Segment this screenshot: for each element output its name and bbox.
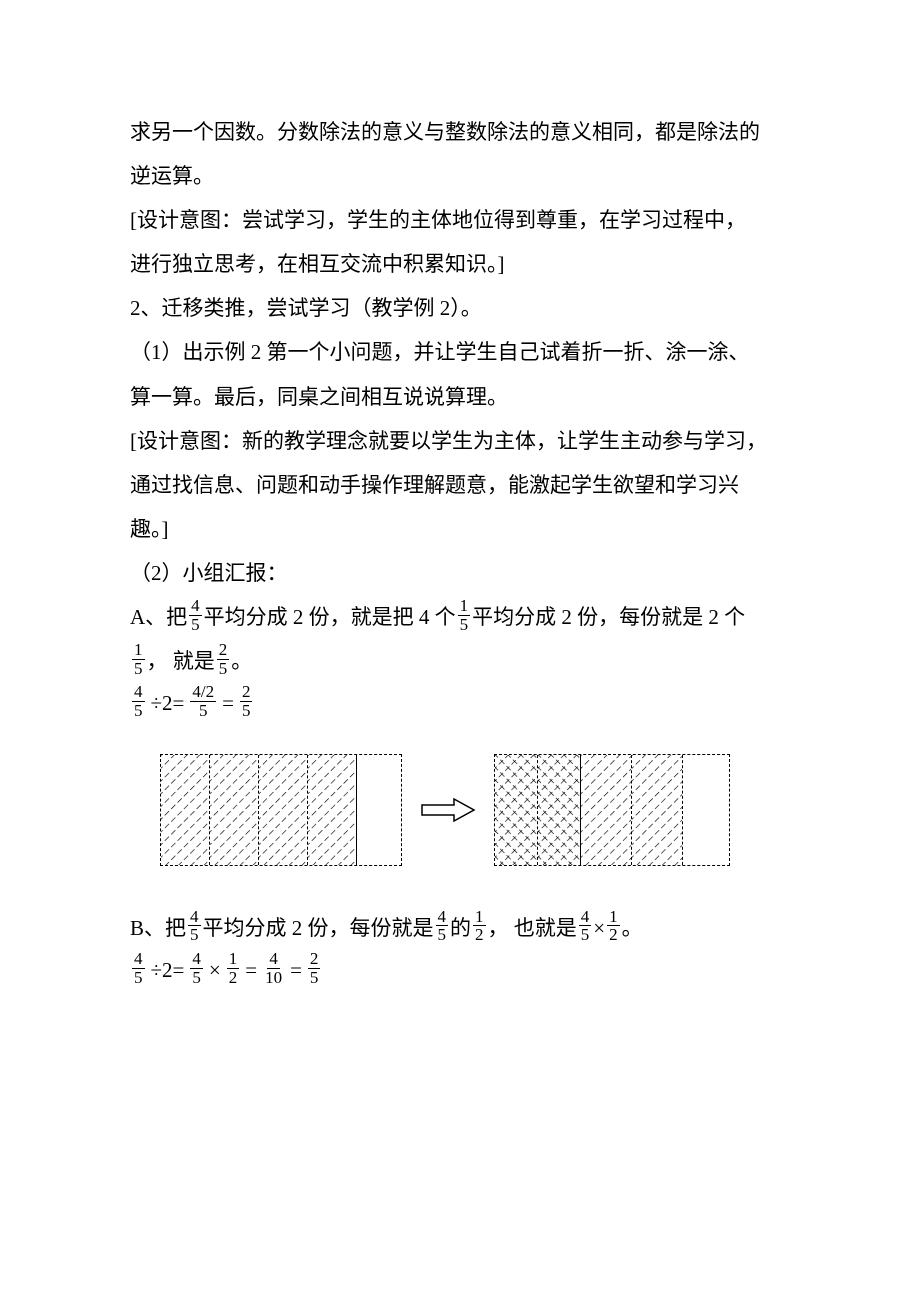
line-A-1: A、把 45 平均分成 2 份，就是把 4 个 15 平均分成 2 份，每份就是… (130, 595, 800, 639)
diagram-cell (538, 755, 581, 865)
diagram-row (160, 754, 800, 866)
text: 的 (450, 906, 471, 950)
paragraph: 求另一个因数。分数除法的意义与整数除法的意义相同，都是除法的 (130, 110, 800, 154)
diagram-cell (210, 755, 259, 865)
fraction-2-5: 25 (217, 641, 230, 678)
text: 平均分成 2 份，就是把 4 个 (204, 595, 456, 639)
fraction-4over2-5: 4/25 (190, 683, 216, 720)
fraction-1-2: 12 (227, 950, 240, 987)
fraction-2-5: 25 (308, 950, 321, 987)
diagram-cell (259, 755, 308, 865)
text: = (245, 954, 257, 988)
text: 。 (622, 906, 643, 950)
text: B、把 (130, 906, 186, 950)
fraction-4-5: 45 (189, 597, 202, 634)
fraction-1-2: 12 (607, 908, 620, 945)
text: ， 也就是 (488, 906, 577, 950)
paragraph: 趣。] (130, 507, 800, 551)
paragraph: 进行独立思考，在相互交流中积累知识。] (130, 242, 800, 286)
text: 平均分成 2 份，每份就是 (203, 906, 434, 950)
fraction-4-5: 45 (132, 950, 145, 987)
fraction-4-5: 45 (579, 908, 592, 945)
diagram-cell (581, 755, 632, 865)
arrow-icon (420, 796, 476, 824)
text: 平均分成 2 份，每份就是 2 个 (472, 595, 745, 639)
fraction-4-5: 45 (190, 950, 203, 987)
line-A-2: 15 ， 就是 25 。 (130, 639, 800, 683)
paragraph: 通过找信息、问题和动手操作理解题意，能激起学生欲望和学习兴 (130, 463, 800, 507)
paragraph: 算一算。最后，同桌之间相互说说算理。 (130, 375, 800, 419)
text: 。 (231, 639, 252, 683)
paragraph: 逆运算。 (130, 154, 800, 198)
line-B-1: B、把 45 平均分成 2 份，每份就是 45 的 12 ， 也就是 45 × … (130, 906, 800, 950)
fraction-4-5: 45 (436, 908, 449, 945)
diagram-box-right (494, 754, 730, 866)
paragraph: [设计意图：尝试学习，学生的主体地位得到尊重，在学习过程中， (130, 198, 800, 242)
fraction-1-5: 15 (132, 641, 145, 678)
paragraph: [设计意图：新的教学理念就要以学生为主体，让学生主动参与学习， (130, 419, 800, 463)
paragraph: （2）小组汇报： (130, 551, 800, 595)
text: = (222, 687, 234, 721)
text: = (290, 954, 302, 988)
fraction-4-5: 45 (188, 908, 201, 945)
paragraph: （1）出示例 2 第一个小问题，并让学生自己试着折一折、涂一涂、 (130, 330, 800, 374)
text: × (593, 906, 605, 950)
paragraph: 2、迁移类推，尝试学习（教学例 2）。 (130, 286, 800, 330)
fraction-4-10: 410 (263, 950, 284, 987)
text: A、把 (130, 595, 187, 639)
fraction-4-5: 45 (132, 683, 145, 720)
equation-A: 45 ÷2= 4/25 = 25 (130, 685, 800, 722)
diagram-box-left (160, 754, 402, 866)
document-page: 求另一个因数。分数除法的意义与整数除法的意义相同，都是除法的 逆运算。 [设计意… (0, 0, 920, 1302)
diagram-cell (495, 755, 538, 865)
equation-B: 45 ÷2= 45 × 12 = 410 = 25 (130, 952, 800, 989)
diagram-cell (632, 755, 683, 865)
fraction-1-2: 12 (473, 908, 486, 945)
text: ， 就是 (147, 639, 215, 683)
fraction-1-5: 15 (458, 597, 471, 634)
diagram-cell (683, 755, 729, 865)
diagram-cell (308, 755, 357, 865)
text: ÷2= (151, 687, 185, 721)
diagram-cell (161, 755, 210, 865)
fraction-2-5: 25 (240, 683, 253, 720)
text: × (209, 954, 221, 988)
text: ÷2= (151, 954, 185, 988)
diagram-cell (357, 755, 401, 865)
